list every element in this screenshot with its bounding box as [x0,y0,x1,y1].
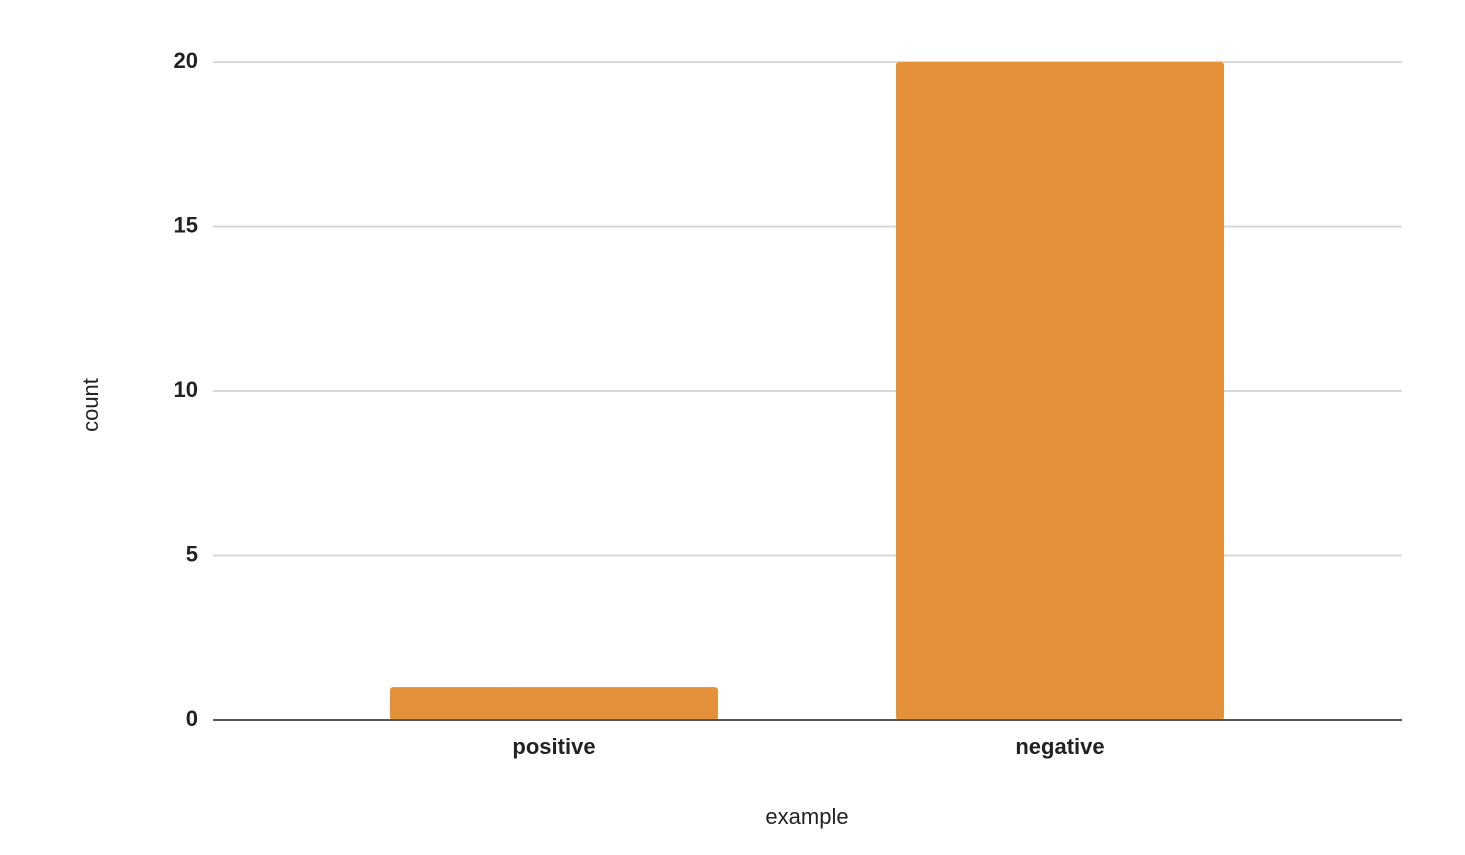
bar [390,687,718,720]
x-tick-label: positive [512,734,595,759]
y-axis-label: count [78,378,103,432]
bar [896,62,1224,720]
x-tick-label: negative [1015,734,1104,759]
y-tick-label: 10 [174,377,198,402]
y-tick-label: 20 [174,48,198,73]
y-tick-label: 0 [186,706,198,731]
y-tick-label: 15 [174,212,198,237]
x-axis-label: example [765,804,848,829]
y-tick-label: 5 [186,541,198,566]
